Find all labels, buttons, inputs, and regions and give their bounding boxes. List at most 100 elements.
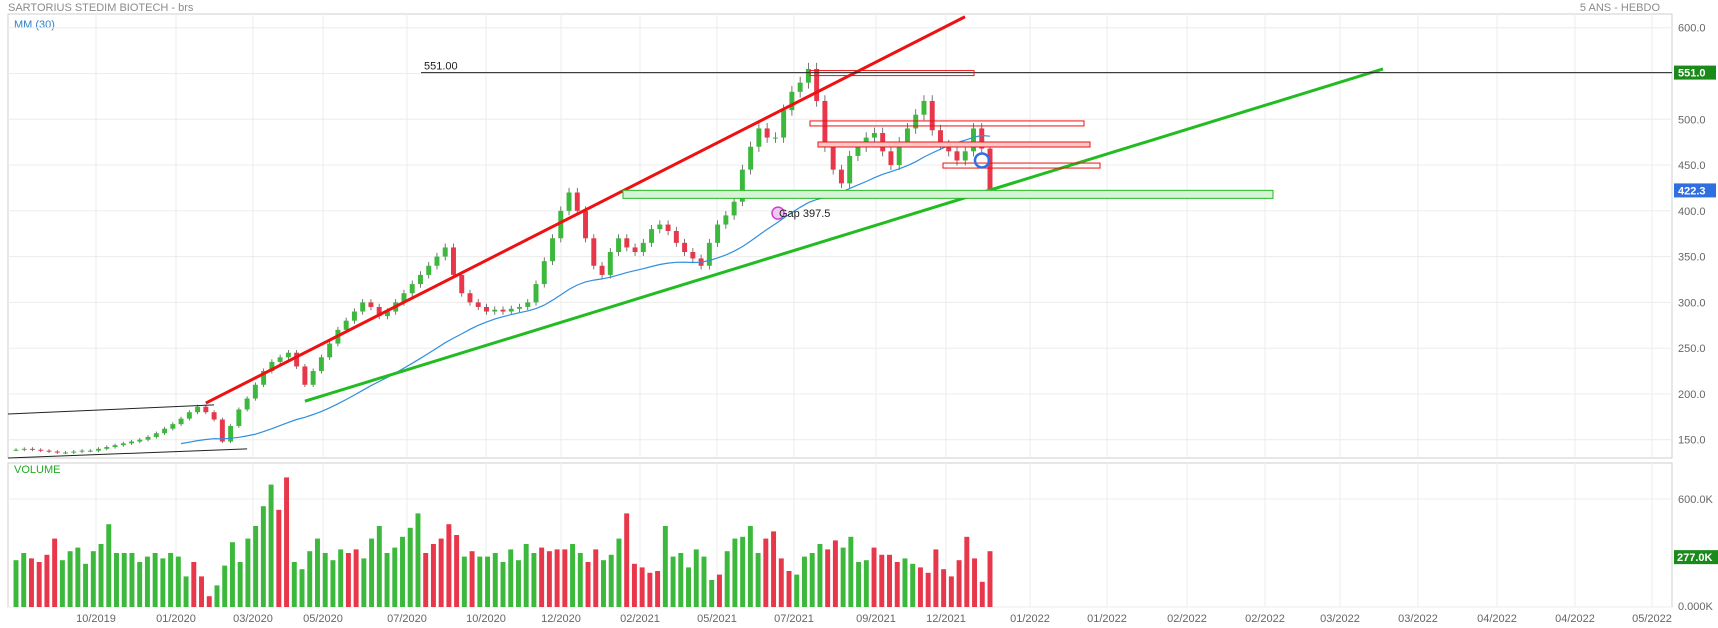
candle-body [219, 419, 225, 442]
candle-body [500, 309, 506, 312]
support-zone-box [622, 189, 1274, 199]
volume-bar [848, 536, 854, 607]
volume-bar [121, 553, 127, 607]
volume-bar [21, 553, 27, 607]
candle-body [492, 309, 498, 312]
candle-body [690, 252, 696, 259]
candle-body [706, 242, 712, 266]
volume-bar [554, 549, 560, 607]
volume-bar [933, 549, 939, 607]
candle-body [46, 450, 52, 452]
candle-body [805, 68, 811, 83]
volume-bar [515, 560, 521, 607]
volume-bar [137, 562, 143, 607]
volume-bar [631, 563, 637, 607]
chart-title: SARTORIUS STEDIM BIOTECH - brs [8, 2, 194, 14]
volume-bar [879, 554, 885, 607]
volume-bar [229, 542, 235, 607]
volume-bar [655, 571, 661, 607]
volume-bar [972, 558, 978, 607]
candle-body [129, 441, 135, 444]
candle-body [550, 238, 556, 262]
candle-body [442, 247, 448, 257]
candle-body [731, 201, 737, 216]
candle-body [583, 210, 589, 239]
trend-line-black-lower [7, 448, 248, 459]
candle-body [368, 302, 374, 307]
volume-bar [647, 572, 653, 607]
candle-body [153, 433, 159, 437]
volume-bar [871, 547, 877, 607]
candle-body [979, 128, 985, 149]
x-tick-label: 07/2020 [387, 613, 427, 625]
volume-bar [763, 538, 769, 607]
candle-body [896, 142, 902, 166]
volume-bar [639, 567, 645, 607]
gap-label: Gap 397.5 [779, 208, 830, 220]
candle-body [533, 284, 539, 303]
volume-bar [152, 553, 158, 607]
candle-body [170, 424, 176, 429]
candle-body [467, 293, 473, 303]
volume-bar [801, 556, 807, 607]
gap-marker [771, 206, 785, 220]
candle-body [236, 409, 242, 426]
volume-bar [98, 544, 104, 607]
volume-bar [825, 549, 831, 607]
candle-body [822, 100, 828, 147]
price-badge [1674, 183, 1716, 198]
candle-body [954, 151, 960, 161]
candle-body [632, 247, 638, 253]
candle-body [360, 302, 366, 312]
candle-body [211, 412, 217, 420]
x-tick-label: 09/2021 [856, 613, 896, 625]
candle-body [715, 224, 721, 243]
volume-bar [222, 565, 228, 607]
volume-bar [175, 556, 181, 607]
volume-bar [570, 544, 576, 607]
volume-bar [438, 538, 444, 607]
volume-bar [52, 538, 58, 607]
candle-body [244, 398, 250, 410]
volume-bar [446, 524, 452, 607]
x-tick-label: 04/2022 [1555, 613, 1595, 625]
volume-bar [307, 551, 313, 607]
candle-body [327, 343, 333, 358]
y-tick-label: 300.0 [1678, 297, 1706, 309]
candle-body [871, 133, 877, 138]
candle-body [376, 306, 382, 317]
period-selector[interactable]: 5 ANS - HEBDO [1579, 2, 1660, 14]
x-tick-label: 04/2022 [1477, 613, 1517, 625]
volume-bar [539, 547, 545, 607]
candle-body [112, 445, 118, 448]
candle-body [426, 265, 432, 275]
volume-bar [144, 556, 150, 607]
candle-body [904, 128, 910, 143]
volume-bar [724, 551, 730, 607]
x-tick-label: 10/2020 [466, 613, 506, 625]
volume-bar [28, 558, 34, 607]
candle-body [302, 366, 308, 385]
candle-body [294, 352, 300, 367]
y-tick-label: 600.0 [1678, 23, 1706, 35]
y-tick-label: 350.0 [1678, 252, 1706, 264]
candle-body [888, 151, 894, 166]
candle-body [401, 293, 407, 303]
candle-body [971, 128, 976, 152]
volume-bar [562, 549, 568, 607]
candle-body [186, 412, 192, 419]
x-tick-label: 05/2020 [303, 613, 343, 625]
candle-body [484, 306, 489, 312]
volume-bar [941, 569, 947, 607]
volume-bar [361, 558, 367, 607]
candle-body [285, 352, 291, 358]
volume-bar [214, 585, 220, 607]
volume-bar [832, 540, 838, 607]
price-panel-frame [7, 13, 1673, 459]
x-tick-label: 01/2022 [1087, 613, 1127, 625]
x-tick-label: 12/2020 [541, 613, 581, 625]
candle-body [616, 238, 622, 253]
candle-body [228, 425, 234, 442]
volume-bar [129, 553, 135, 607]
